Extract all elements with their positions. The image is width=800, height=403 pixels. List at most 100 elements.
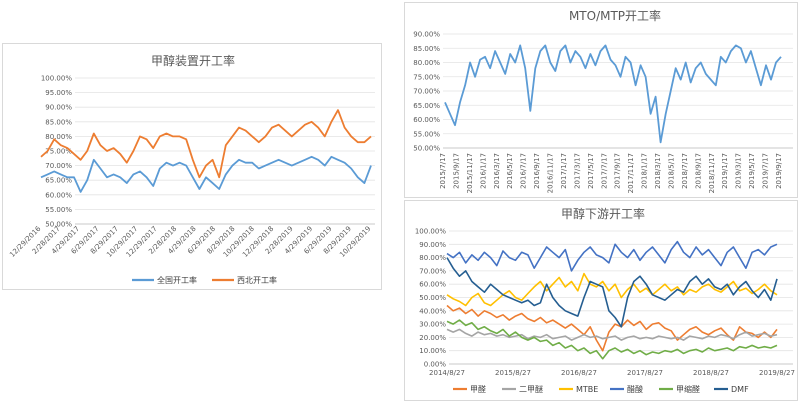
x-tick-label: 2016/11/17 <box>547 153 555 193</box>
x-tick-label: 2017/1/17 <box>560 153 568 189</box>
x-tick-label: 2018/5/17 <box>667 153 675 189</box>
x-tick-label: 2015/9/17 <box>452 153 460 189</box>
y-tick-label: 60.00% <box>419 281 446 289</box>
y-tick-label: 70.00% <box>419 267 446 275</box>
y-tick-label: 75.00% <box>413 73 440 81</box>
x-tick-label: 2018/8/27 <box>693 369 729 377</box>
x-tick-label: 2015/11/17 <box>466 153 474 193</box>
x-tick-label: 2018/11/17 <box>708 153 716 193</box>
chart-svg-mto-mtp: MTO/MTP开工率 90.00% 85.00% 80.00% 75.00% 70.00… <box>413 8 793 193</box>
series-line-4 <box>446 319 778 360</box>
x-axis: 2014/8/27 2015/8/27 2016/8/27 2017/8/27 2018… <box>429 363 795 377</box>
x-tick-label: 2016/1/17 <box>479 153 487 189</box>
series-line-3 <box>446 240 778 272</box>
x-tick-label: 2017/5/17 <box>587 153 595 189</box>
series-lines <box>444 44 782 144</box>
y-tick-label: 20.00% <box>419 334 446 342</box>
chart-svg-downstream: 甲醇下游开工率 100.00% 90.00% 80.00% 70.00% 60.00% 5… <box>415 206 795 394</box>
series-line-0 <box>40 155 372 193</box>
y-tick-label: 90.00% <box>45 104 72 112</box>
y-tick-label: 60.00% <box>413 116 440 124</box>
chart-svg-methanol-plant: 甲醇装置开工率 100.00% 95.00% 90.00% 85.00% 80.00% 7… <box>8 53 375 285</box>
chart-panel-methanol-plant: 甲醇装置开工率 100.00% 95.00% 90.00% 85.00% 80.00% 7… <box>2 43 382 290</box>
x-tick-label: 2018/3/17 <box>654 153 662 189</box>
y-tick-label: 70.00% <box>413 88 440 96</box>
y-tick-label: 65.00% <box>413 102 440 110</box>
y-tick-label: 85.00% <box>413 45 440 53</box>
legend-label-northwest: 西北开工率 <box>237 275 277 285</box>
series-line-5 <box>446 257 778 328</box>
series-line <box>444 44 782 144</box>
chart-title: MTO/MTP开工率 <box>569 8 661 23</box>
x-tick-label: 2016/8/27 <box>561 369 597 377</box>
series-line-1 <box>40 109 372 179</box>
x-tick-label: 2017/9/17 <box>614 153 622 189</box>
y-tick-label: 30.00% <box>419 321 446 329</box>
y-tick-label: 100.00% <box>41 75 72 83</box>
legend-label-acetic-acid: 醋酸 <box>627 384 643 394</box>
y-tick-label: 90.00% <box>419 241 446 249</box>
x-tick-label: 2019/9/17 <box>775 153 783 189</box>
series-lines <box>40 109 372 193</box>
y-tick-label: 75.00% <box>45 148 72 156</box>
y-tick-label: 60.00% <box>45 191 72 199</box>
chart-title: 甲醇装置开工率 <box>151 53 235 68</box>
chart-title: 甲醇下游开工率 <box>561 206 645 221</box>
x-tick-label: 2018/1/17 <box>641 153 649 189</box>
x-axis: 12/29/20162/28/20174/29/20176/29/20178/2… <box>8 223 375 259</box>
x-tick-label: 2018/9/17 <box>694 153 702 189</box>
legend-label-formaldehyde: 甲醛 <box>470 384 486 394</box>
legend: 全国开工率 西北开工率 <box>132 275 277 285</box>
y-tick-label: 80.00% <box>419 254 446 262</box>
x-tick-label: 2016/3/17 <box>493 153 501 189</box>
x-tick-label: 2019/8/27 <box>759 369 795 377</box>
y-axis: 100.00% 95.00% 90.00% 85.00% 80.00% 75.00% 70.… <box>41 75 375 229</box>
y-tick-label: 95.00% <box>45 89 72 97</box>
x-tick-label: 2014/8/27 <box>429 369 465 377</box>
x-tick-label: 2017/8/27 <box>627 369 663 377</box>
legend-label-dmf: DMF <box>731 385 749 394</box>
x-tick-label: 2016/7/17 <box>520 153 528 189</box>
y-tick-label: 85.00% <box>45 118 72 126</box>
x-tick-label: 2017/3/17 <box>573 153 581 189</box>
y-axis: 90.00% 85.00% 80.00% 75.00% 70.00% 65.00% 60.0… <box>413 31 793 153</box>
y-tick-label: 80.00% <box>45 133 72 141</box>
x-tick-label: 2015/8/27 <box>495 369 531 377</box>
y-tick-label: 50.00% <box>419 294 446 302</box>
y-tick-label: 90.00% <box>413 31 440 39</box>
y-tick-label: 70.00% <box>45 162 72 170</box>
legend-label-methylal: 甲缩醛 <box>676 384 700 394</box>
legend: 甲醛 二甲醚 MTBE 醋酸 甲缩醛 DMF <box>453 384 749 394</box>
legend-label-mtbe: MTBE <box>576 385 598 394</box>
chart-panel-mto-mtp: MTO/MTP开工率 90.00% 85.00% 80.00% 75.00% 70.00… <box>404 2 798 198</box>
y-tick-label: 80.00% <box>413 59 440 67</box>
y-tick-label: 0.00% <box>424 361 447 369</box>
y-tick-label: 100.00% <box>415 228 446 236</box>
y-tick-label: 50.00% <box>45 221 72 229</box>
x-tick-label: 2019/3/17 <box>735 153 743 189</box>
chart-panel-downstream: 甲醇下游开工率 100.00% 90.00% 80.00% 70.00% 60.00% 5… <box>404 200 798 401</box>
y-tick-label: 55.00% <box>413 130 440 138</box>
x-tick-label: 2015/7/17 <box>439 153 447 189</box>
y-tick-label: 65.00% <box>45 177 72 185</box>
legend-label-dme: 二甲醚 <box>519 384 543 394</box>
y-tick-label: 50.00% <box>413 145 440 153</box>
y-tick-label: 55.00% <box>45 206 72 214</box>
x-tick-label: 2018/7/17 <box>681 153 689 189</box>
x-tick-label: 2019/1/17 <box>721 153 729 189</box>
series-lines <box>446 240 778 360</box>
x-tick-label: 2017/7/17 <box>600 153 608 189</box>
x-tick-label: 2016/5/17 <box>506 153 514 189</box>
series-line-2 <box>446 272 778 307</box>
y-tick-label: 10.00% <box>419 347 446 355</box>
series-line-1 <box>446 328 778 341</box>
series-line-0 <box>446 304 778 352</box>
x-axis: 2015/7/17 2015/9/17 2015/11/17 2016/1/17 201… <box>439 147 793 193</box>
x-tick-label: 2016/9/17 <box>533 153 541 189</box>
legend-label-national: 全国开工率 <box>157 275 197 285</box>
y-axis: 100.00% 90.00% 80.00% 70.00% 60.00% 50.00% 40.… <box>415 228 793 369</box>
x-tick-label: 2019/5/17 <box>748 153 756 189</box>
y-tick-label: 40.00% <box>419 307 446 315</box>
x-tick-label: 2017/11/17 <box>627 153 635 193</box>
x-tick-label: 2019/7/17 <box>762 153 770 189</box>
